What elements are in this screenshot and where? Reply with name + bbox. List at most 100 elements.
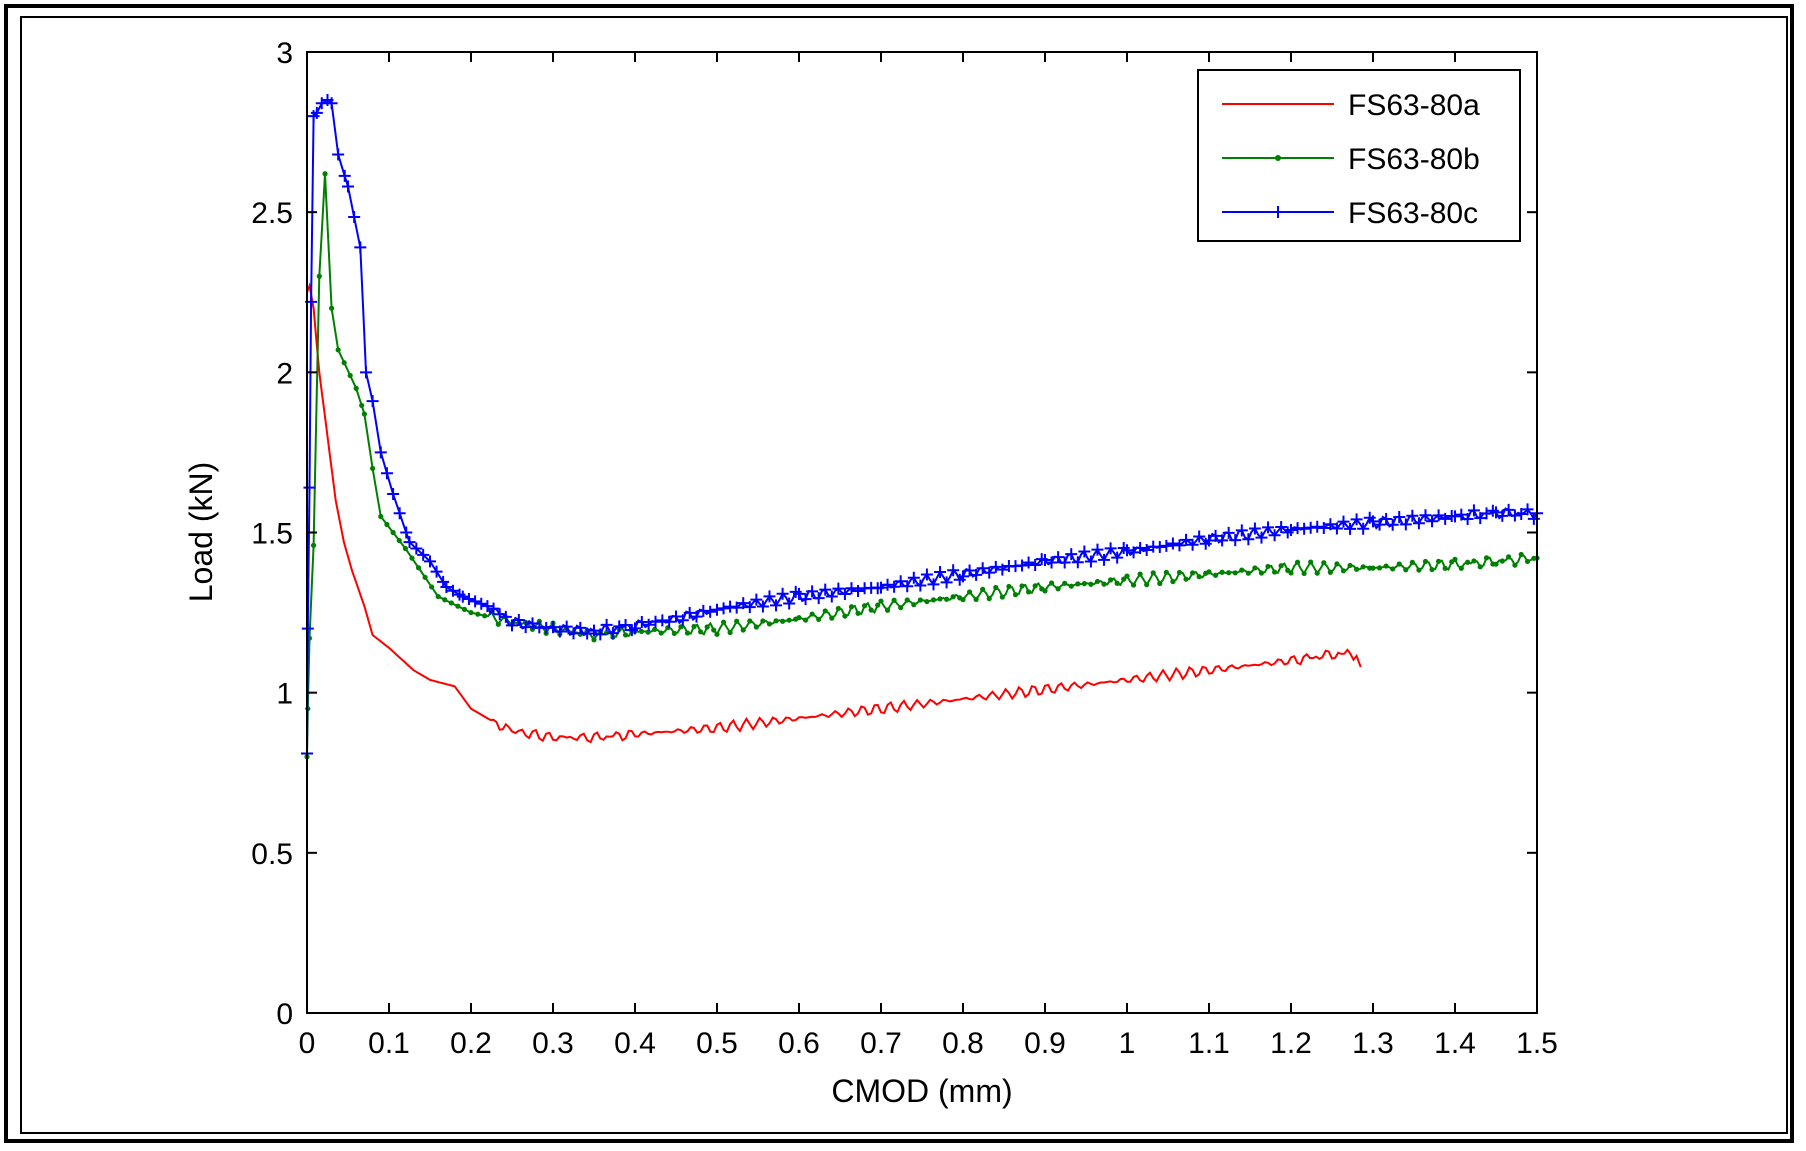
data-point	[884, 607, 891, 613]
data-point	[920, 568, 933, 581]
data-point	[316, 273, 322, 279]
data-point	[1078, 545, 1091, 558]
x-tick-label: 1.4	[1434, 1027, 1476, 1060]
data-point	[1347, 562, 1353, 569]
data-point	[325, 97, 338, 110]
data-point	[1039, 554, 1051, 567]
data-point	[629, 622, 641, 635]
data-point	[482, 613, 488, 619]
data-point	[417, 548, 430, 561]
data-point	[506, 619, 518, 632]
data-point	[574, 621, 587, 634]
legend-label: FS63-80c	[1348, 197, 1478, 230]
data-point	[600, 618, 613, 631]
data-point	[1278, 563, 1284, 569]
data-point	[1062, 580, 1068, 586]
data-point	[1412, 517, 1425, 530]
data-point	[1239, 567, 1245, 573]
data-point	[1052, 551, 1065, 564]
data-point	[1245, 570, 1251, 576]
series-layer	[301, 94, 1543, 760]
x-tick-label: 1.1	[1188, 1027, 1230, 1060]
data-point	[855, 610, 861, 616]
data-point	[927, 578, 940, 591]
data-point	[976, 562, 989, 575]
data-point	[838, 588, 851, 601]
data-point	[347, 372, 353, 379]
data-point	[1396, 561, 1402, 567]
data-point	[1206, 569, 1212, 575]
ticks-layer: 0 0.1 0.2 0.3 0.4 0.5 0.6 0.7 0.8 0.9 1 1.1 1.2 1.3 1.…	[251, 37, 1558, 1060]
data-point	[1350, 513, 1363, 526]
data-point	[963, 564, 976, 577]
data-point	[973, 596, 979, 603]
data-point	[1304, 521, 1317, 534]
data-point	[894, 575, 907, 588]
data-point	[875, 581, 887, 594]
data-point	[1354, 566, 1360, 572]
data-point	[1108, 577, 1114, 583]
data-point	[396, 537, 402, 544]
data-point	[780, 618, 786, 624]
data-point	[989, 560, 1002, 573]
data-point	[898, 605, 904, 611]
x-tick-label: 0.3	[532, 1027, 574, 1060]
data-point	[1344, 522, 1357, 535]
data-point	[1506, 554, 1512, 560]
data-point	[957, 570, 969, 583]
data-point	[1153, 541, 1166, 554]
data-point	[1298, 522, 1311, 535]
data-point	[645, 629, 651, 635]
data-point	[704, 605, 717, 618]
data-point	[1157, 580, 1163, 587]
data-point	[588, 624, 600, 637]
data-point	[1373, 518, 1386, 531]
data-point	[806, 585, 819, 598]
data-point	[1477, 564, 1483, 570]
data-point	[1467, 504, 1480, 517]
data-point	[642, 618, 655, 631]
data-point	[1203, 534, 1215, 547]
data-point	[1262, 521, 1275, 534]
x-tick-label: 0.5	[696, 1027, 738, 1060]
data-point	[1258, 570, 1265, 576]
data-point	[1508, 509, 1521, 522]
data-point	[1101, 581, 1107, 587]
data-point	[888, 580, 901, 593]
data-point	[1216, 534, 1229, 547]
data-point	[366, 395, 379, 408]
data-point	[793, 587, 805, 600]
data-point	[1429, 566, 1435, 573]
data-point	[986, 596, 992, 602]
data-point	[1166, 537, 1179, 550]
data-point	[1084, 555, 1097, 568]
data-point	[553, 625, 566, 638]
data-point	[1094, 578, 1101, 585]
data-point	[717, 602, 730, 615]
data-point	[711, 603, 723, 616]
data-point	[1130, 582, 1137, 588]
data-point	[622, 632, 629, 638]
data-point	[619, 618, 632, 631]
data-point	[1288, 570, 1294, 576]
data-point	[683, 606, 696, 619]
data-point	[332, 148, 345, 161]
data-point	[1314, 570, 1320, 576]
data-point	[740, 627, 746, 633]
x-tick-label: 1	[1119, 1027, 1136, 1060]
data-point	[1121, 544, 1133, 557]
data-point	[773, 618, 779, 624]
series-FS63-80b	[304, 171, 1540, 760]
data-point	[698, 629, 704, 635]
data-point	[663, 615, 676, 628]
data-point	[348, 210, 361, 223]
y-tick-label: 0	[276, 998, 293, 1031]
series-FS63-80a	[306, 282, 1362, 744]
data-point	[359, 402, 365, 409]
legend: FS63-80a FS63-80b FS63-80c	[1197, 69, 1521, 242]
data-point	[380, 467, 393, 480]
data-point	[635, 615, 648, 628]
data-point	[1380, 512, 1393, 525]
data-point	[440, 580, 453, 593]
data-point	[1127, 546, 1140, 559]
